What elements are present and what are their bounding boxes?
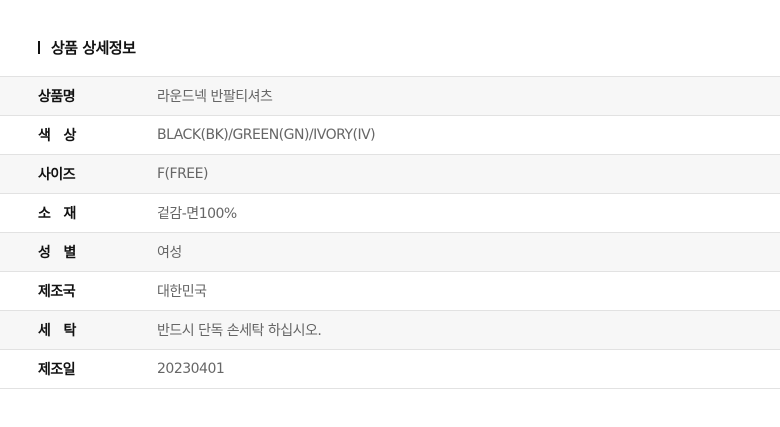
row-value: 반드시 단독 손세탁 하십시오.	[157, 323, 322, 339]
row-value: 대한민국	[157, 284, 207, 300]
table-row: 성 별 여성	[0, 233, 780, 272]
section-title: 상품 상세정보	[38, 37, 136, 57]
row-label: 세 탁	[38, 323, 76, 339]
row-label: 소 재	[38, 206, 76, 222]
row-label: 제조국	[38, 284, 76, 300]
table-row: 제조일 20230401	[0, 350, 780, 389]
table-row: 세 탁 반드시 단독 손세탁 하십시오.	[0, 311, 780, 350]
table-row: 상품명 라운드넥 반팔티셔츠	[0, 77, 780, 116]
row-label: 상품명	[38, 89, 76, 105]
row-label: 제조일	[38, 362, 76, 378]
table-row: 색 상 BLACK(BK)/GREEN(GN)/IVORY(IV)	[0, 116, 780, 155]
title-bar-decoration	[38, 40, 40, 54]
row-label: 성 별	[38, 245, 76, 261]
table-row: 제조국 대한민국	[0, 272, 780, 311]
row-label: 사이즈	[38, 167, 76, 183]
row-value: 여성	[157, 245, 182, 261]
table-row: 소 재 겉감-면100%	[0, 194, 780, 233]
row-value: 20230401	[157, 361, 225, 377]
row-value: F(FREE)	[157, 166, 208, 182]
row-label: 색 상	[38, 128, 76, 144]
row-value: BLACK(BK)/GREEN(GN)/IVORY(IV)	[157, 127, 376, 143]
section-title-text: 상품 상세정보	[51, 38, 136, 57]
row-value: 겉감-면100%	[157, 206, 237, 222]
table-row: 사이즈 F(FREE)	[0, 155, 780, 194]
row-value: 라운드넥 반팔티셔츠	[157, 89, 273, 105]
product-detail-table: 상품명 라운드넥 반팔티셔츠 색 상 BLACK(BK)/GREEN(GN)/IVO…	[0, 76, 780, 389]
